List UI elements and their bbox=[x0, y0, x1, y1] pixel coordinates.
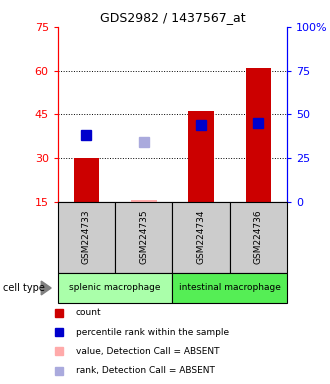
Bar bbox=[188, 111, 214, 202]
Bar bbox=[131, 200, 157, 202]
Bar bbox=[58, 202, 115, 273]
Text: intestinal macrophage: intestinal macrophage bbox=[179, 283, 281, 293]
Bar bbox=[246, 68, 271, 202]
Bar bbox=[172, 202, 230, 273]
Text: percentile rank within the sample: percentile rank within the sample bbox=[76, 328, 229, 337]
Bar bbox=[230, 202, 287, 273]
Polygon shape bbox=[41, 281, 51, 295]
Text: GSM224736: GSM224736 bbox=[254, 210, 263, 265]
Text: count: count bbox=[76, 308, 101, 318]
Text: GSM224734: GSM224734 bbox=[197, 210, 206, 264]
Text: rank, Detection Call = ABSENT: rank, Detection Call = ABSENT bbox=[76, 366, 214, 375]
Text: GSM224733: GSM224733 bbox=[82, 210, 91, 265]
Bar bbox=[172, 273, 287, 303]
Title: GDS2982 / 1437567_at: GDS2982 / 1437567_at bbox=[100, 11, 245, 24]
Text: GSM224735: GSM224735 bbox=[139, 210, 148, 265]
Text: value, Detection Call = ABSENT: value, Detection Call = ABSENT bbox=[76, 347, 219, 356]
Bar bbox=[58, 273, 172, 303]
Text: cell type: cell type bbox=[3, 283, 45, 293]
Text: splenic macrophage: splenic macrophage bbox=[69, 283, 161, 293]
Bar bbox=[74, 158, 99, 202]
Bar bbox=[115, 202, 172, 273]
